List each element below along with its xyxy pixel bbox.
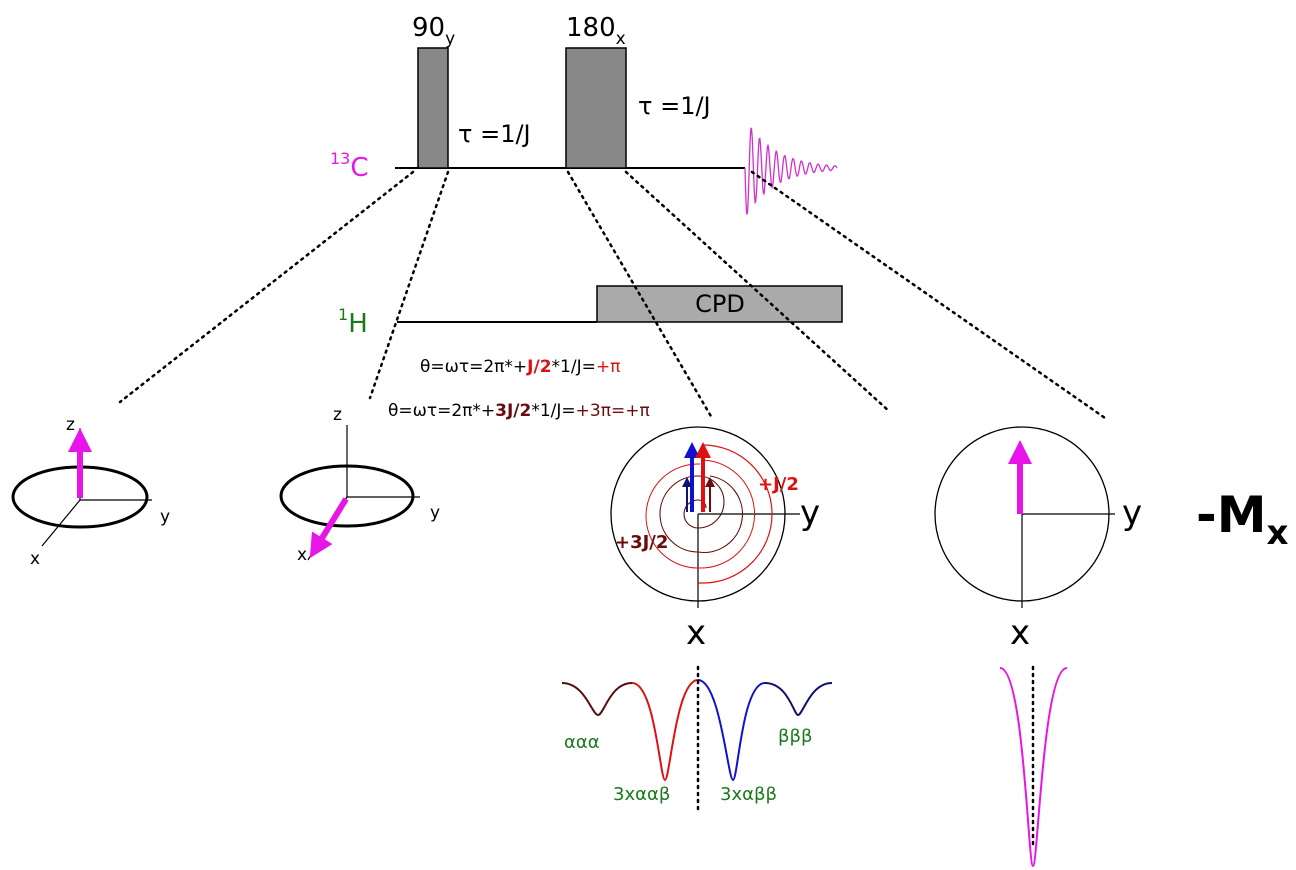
peak — [765, 683, 832, 715]
delay-label: τ =1/J — [638, 92, 711, 120]
delay-label: τ =1/J — [458, 120, 531, 148]
annotation: +3J/2 — [615, 532, 668, 553]
axis-label: y — [430, 503, 440, 523]
annotation: +J/2 — [758, 474, 799, 495]
equation-part: 3J/2 — [495, 401, 531, 421]
pulse-phase: y — [445, 29, 455, 49]
isotope: 13 — [330, 149, 350, 168]
equation-part: θ=ωτ=2π*+ — [420, 357, 527, 377]
pulse-phase: x — [616, 29, 626, 49]
vector-panel: z y x — [13, 415, 170, 569]
pulse-180 — [566, 48, 626, 168]
fid — [745, 128, 837, 215]
equation: θ=ωτ=2π*+3J/2*1/J=+3π=+π — [388, 401, 650, 421]
diagram: 90y 180x τ =1/J τ =1/J 13C CPD 1H θ=ωτ=2… — [0, 0, 1296, 870]
peak — [562, 683, 632, 715]
equation-part: *1/J= — [552, 357, 596, 377]
equation-part: +π — [596, 357, 620, 377]
axis-label: x — [297, 545, 307, 565]
spectrum: ααα 3xααβ 3xαββ βββ — [562, 667, 1067, 866]
channel-label: 13C — [330, 149, 369, 183]
pulse-angle: 90 — [412, 13, 445, 43]
nucleus: C — [350, 153, 368, 183]
equation-part: J/2 — [526, 357, 551, 377]
result-symbol: -M — [1196, 486, 1267, 544]
cpd-label: CPD — [695, 290, 745, 318]
pulse-angle: 180 — [566, 13, 616, 43]
axis-label: z — [66, 415, 75, 435]
axis-label: y — [800, 493, 820, 533]
equation-part: +3π=+π — [576, 401, 650, 421]
peak — [698, 680, 765, 780]
result-subscript: x — [1267, 513, 1289, 553]
axis-label: x — [1010, 613, 1030, 653]
peak-label: ααα — [564, 732, 600, 753]
vector-panel: +J/2 +3J/2 y x — [611, 427, 820, 653]
equation-part: θ=ωτ=2π*+ — [388, 401, 495, 421]
result-label: -Mx — [1196, 486, 1289, 553]
nucleus: H — [348, 309, 368, 339]
peak — [632, 680, 698, 780]
equation: θ=ωτ=2π*+J/2*1/J=+π — [420, 357, 620, 377]
axis-label: x — [686, 613, 706, 653]
peak-label: 3xαββ — [720, 784, 777, 805]
axis-label: y — [1122, 493, 1142, 533]
pulse-label: 90y — [412, 13, 455, 49]
axis-label: z — [333, 405, 342, 425]
guide-line — [120, 172, 413, 402]
equation-part: *1/J= — [531, 401, 575, 421]
vector-panel: y x -Mx — [935, 427, 1289, 653]
vector-panel: z y x — [281, 405, 440, 565]
channel-label: 1H — [338, 305, 368, 339]
peak-label: βββ — [778, 726, 812, 747]
isotope: 1 — [338, 305, 348, 324]
pulse-label: 180x — [566, 13, 626, 49]
peak-label: 3xααβ — [613, 784, 670, 805]
axis-label: x — [30, 549, 40, 569]
pulse-90 — [418, 48, 448, 168]
axis-label: y — [160, 507, 170, 527]
